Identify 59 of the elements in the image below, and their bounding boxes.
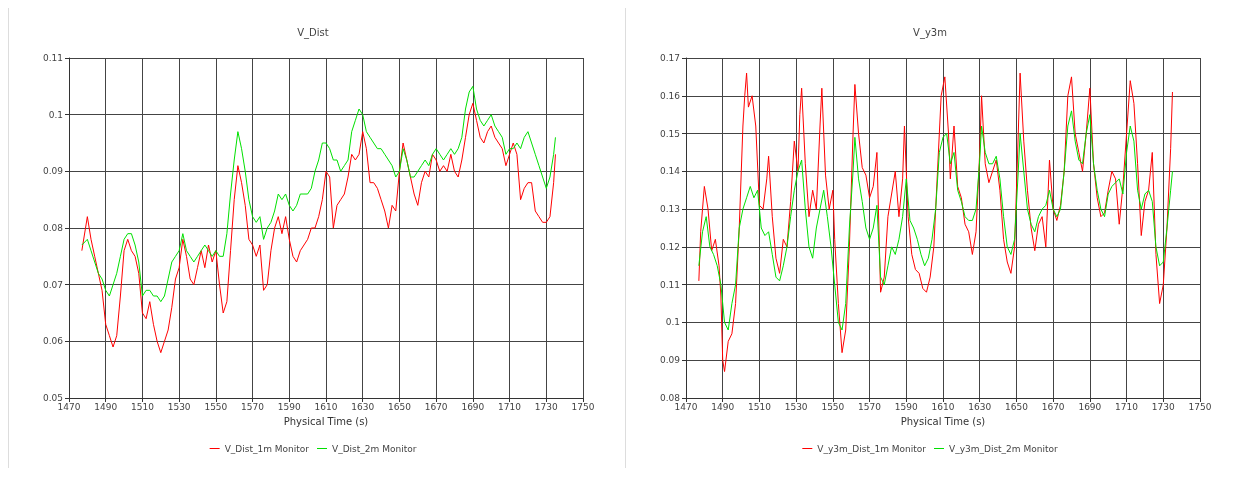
x-tick-label: 1690 — [1078, 401, 1102, 412]
x-tick-label: 1750 — [571, 401, 595, 412]
y-tick-label: 0.08 — [659, 393, 681, 403]
x-tick-label: 1530 — [167, 401, 191, 412]
x-tick-label: 1650 — [387, 401, 412, 412]
x-tick-label: 1670 — [424, 401, 448, 412]
x-tick-label: 1610 — [314, 401, 338, 412]
x-tick-label: 1590 — [894, 401, 919, 412]
x-tick-label: 1630 — [351, 401, 375, 412]
line-series — [698, 72, 1173, 373]
x-tick-label: 1710 — [1115, 401, 1139, 412]
x-tick-label: 1490 — [711, 401, 735, 412]
y-tick-label: 0.17 — [659, 53, 680, 63]
line-series — [81, 85, 556, 303]
line-series — [81, 102, 556, 354]
y-tick-label: 0.16 — [659, 90, 681, 101]
x-tick-label: 1510 — [130, 401, 155, 412]
y-tick-label: 0.12 — [659, 241, 680, 252]
x-tick-label: 1730 — [1151, 401, 1176, 412]
x-tick-label: 1610 — [931, 401, 955, 412]
x-tick-label: 1470 — [57, 401, 81, 412]
y-tick-label: 0.1 — [48, 109, 63, 120]
x-tick-label: 1570 — [858, 401, 882, 412]
y-tick-label: 0.14 — [659, 166, 681, 177]
x-tick-label: 1550 — [204, 401, 228, 412]
y-tick-label: 0.09 — [42, 166, 64, 177]
legend-label: V_y3m_Dist_2m Monitor — [949, 443, 1058, 454]
x-tick-label: 1530 — [784, 401, 808, 412]
y-tick-label: 0.1 — [665, 317, 680, 328]
y-tick-label: 0.15 — [659, 128, 680, 139]
x-axis-title: Physical Time (s) — [900, 415, 986, 427]
y-tick-label: 0.07 — [42, 279, 63, 290]
chart-title: V_Dist — [297, 26, 329, 39]
x-tick-label: 1470 — [674, 401, 698, 412]
x-tick-label: 1650 — [1004, 401, 1029, 412]
chart-title: V_y3m — [913, 26, 947, 39]
x-tick-label: 1730 — [534, 401, 559, 412]
y-tick-label: 0.06 — [42, 336, 64, 347]
y-tick-label: 0.13 — [659, 204, 680, 215]
x-tick-label: 1590 — [277, 401, 302, 412]
x-tick-label: 1710 — [498, 401, 522, 412]
legend-label: V_y3m_Dist_1m Monitor — [817, 443, 927, 454]
x-tick-label: 1550 — [821, 401, 845, 412]
x-axis-title: Physical Time (s) — [283, 415, 369, 427]
x-tick-label: 1570 — [241, 401, 265, 412]
x-tick-label: 1630 — [968, 401, 992, 412]
x-tick-label: 1690 — [461, 401, 485, 412]
y-tick-label: 0.08 — [42, 223, 64, 233]
x-tick-label: 1490 — [94, 401, 118, 412]
y-tick-label: 0.11 — [659, 279, 680, 290]
x-tick-label: 1510 — [747, 401, 772, 412]
legend-label: V_Dist_2m Monitor — [332, 443, 417, 454]
y-tick-label: 0.09 — [659, 355, 681, 366]
legend-label: V_Dist_1m Monitor — [224, 443, 310, 454]
x-tick-label: 1750 — [1188, 401, 1212, 412]
x-tick-label: 1670 — [1041, 401, 1065, 412]
line-series — [698, 110, 1173, 331]
y-tick-label: 0.11 — [42, 53, 63, 63]
y-tick-label: 0.05 — [42, 393, 63, 403]
